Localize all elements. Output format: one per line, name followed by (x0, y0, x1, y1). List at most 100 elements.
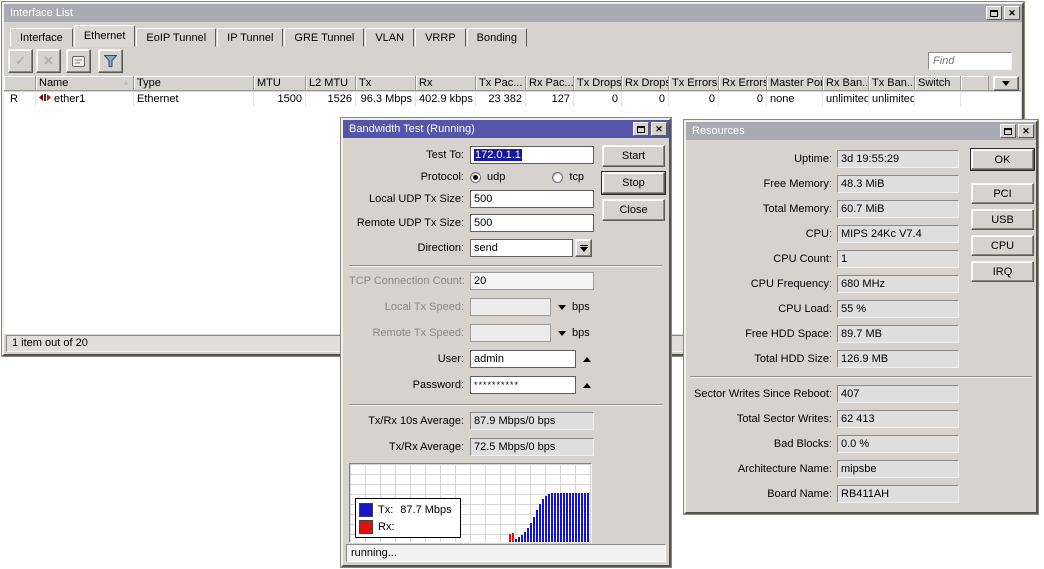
direction-select[interactable]: send (470, 239, 573, 257)
row-rx: 402.9 kbps (416, 92, 476, 107)
sector-writes-reboot-row: Sector Writes Since Reboot: 407 (690, 385, 959, 403)
column-flags[interactable] (4, 76, 36, 90)
tab-ethernet[interactable]: Ethernet (73, 25, 136, 47)
filter-button[interactable] (98, 49, 123, 73)
close-button[interactable]: ✕ (1018, 124, 1034, 138)
close-icon: ✕ (1008, 7, 1016, 18)
local-udp-tx-size-input[interactable]: 500 (470, 190, 594, 208)
column-name[interactable]: ▲ Name (36, 76, 134, 90)
maximize-button[interactable] (633, 122, 649, 136)
architecture-name-field: mipsbe (837, 460, 959, 478)
column-tx-drops[interactable]: Tx Drops (574, 76, 622, 90)
resources-titlebar[interactable]: Resources ✕ (686, 122, 1036, 140)
table-row[interactable]: R ether1 Ethernet 1500 1526 96.3 Mbps 40… (4, 92, 1021, 107)
usb-button[interactable]: USB (971, 209, 1034, 230)
column-tx-errors[interactable]: Tx Errors (669, 76, 719, 90)
legend-rx: Rx: (359, 518, 452, 535)
column-tx-bandwidth[interactable]: Tx Ban... (869, 76, 915, 90)
cpu-count-row: CPU Count: 1 (690, 250, 959, 268)
collapse-icon[interactable] (583, 356, 591, 362)
column-rx-drops[interactable]: Rx Drops (622, 76, 669, 90)
maximize-button[interactable] (1000, 124, 1016, 138)
direction-dropdown-button[interactable] (575, 239, 592, 257)
enable-button[interactable]: ✓ (8, 49, 33, 73)
stop-button[interactable]: Stop (602, 172, 665, 194)
bad-blocks-field: 0.0 % (837, 435, 959, 453)
dropdown-icon[interactable] (558, 330, 566, 336)
cpu-field: MIPS 24Kc V7.4 (837, 225, 959, 243)
tab-vlan[interactable]: VLAN (365, 28, 415, 47)
close-button[interactable]: ✕ (1004, 6, 1020, 20)
protocol-tcp-radio[interactable] (552, 171, 564, 183)
test-to-input[interactable]: 172.0.1.1 (470, 146, 594, 164)
protocol-udp-radio[interactable] (470, 171, 481, 183)
column-rx-bandwidth[interactable]: Rx Ban... (823, 76, 869, 90)
interface-toolbar: ✓ ✕ (4, 47, 1022, 76)
tab-interface[interactable]: Interface (10, 28, 73, 47)
bandwidth-test-titlebar[interactable]: Bandwidth Test (Running) ✕ (343, 120, 669, 138)
txrx-average-row: Tx/Rx Average: 72.5 Mbps/0 bps (349, 438, 594, 456)
column-l2mtu[interactable]: L2 MTU (306, 76, 356, 90)
chevron-down-icon (1002, 81, 1010, 86)
txrx-10s-average-row: Tx/Rx 10s Average: 87.9 Mbps/0 bps (349, 412, 594, 430)
bt-chart-bars (509, 466, 590, 542)
comment-button[interactable] (66, 49, 91, 73)
start-button[interactable]: Start (602, 145, 665, 167)
total-sector-writes-field: 62 413 (837, 410, 959, 428)
collapse-icon[interactable] (583, 382, 591, 388)
total-hdd-row: Total HDD Size: 126.9 MB (690, 350, 959, 368)
tab-ip-tunnel[interactable]: IP Tunnel (217, 28, 284, 47)
sector-writes-reboot-field: 407 (837, 385, 959, 403)
ok-button[interactable]: OK (971, 149, 1034, 170)
remote-udp-tx-size-input[interactable]: 500 (470, 214, 594, 232)
column-mtu[interactable]: MTU (254, 76, 306, 90)
column-selector-button[interactable] (993, 76, 1019, 91)
column-type[interactable]: Type (134, 76, 254, 90)
dropdown-icon[interactable] (558, 304, 566, 310)
pci-button[interactable]: PCI (971, 183, 1034, 204)
column-master-port[interactable]: Master Port (767, 76, 823, 90)
row-rx-packet: 127 (526, 92, 574, 107)
legend-tx: Tx: 87.7 Mbps (359, 501, 452, 518)
row-switch (915, 92, 961, 107)
cpu-row: CPU: MIPS 24Kc V7.4 (690, 225, 959, 243)
column-rx-packet[interactable]: Rx Pac... (526, 76, 574, 90)
close-icon: ✕ (655, 123, 663, 134)
row-master-port: none (767, 92, 823, 107)
free-memory-row: Free Memory: 48.3 MiB (690, 175, 959, 193)
tab-gre-tunnel[interactable]: GRE Tunnel (284, 28, 365, 47)
column-rx[interactable]: Rx (416, 76, 476, 90)
password-input[interactable]: ********** (470, 376, 576, 394)
check-icon: ✓ (15, 53, 26, 68)
remote-udp-tx-size-row: Remote UDP Tx Size: 500 (349, 214, 594, 232)
find-input[interactable] (929, 53, 1011, 69)
disable-button[interactable]: ✕ (36, 49, 61, 73)
tab-bonding[interactable]: Bonding (466, 28, 528, 47)
column-tx-packet[interactable]: Tx Pac... (476, 76, 526, 90)
column-switch[interactable]: Switch (915, 76, 961, 90)
tab-vrrp[interactable]: VRRP (415, 28, 466, 47)
row-rx-drops: 0 (622, 92, 669, 107)
interface-list-titlebar[interactable]: Interface List ✕ (4, 4, 1022, 22)
protocol-row: Protocol: udp tcp (420, 171, 585, 183)
column-tx[interactable]: Tx (356, 76, 416, 90)
row-rx-errors: 0 (719, 92, 767, 107)
close-dialog-button[interactable]: Close (602, 199, 665, 221)
cpu-load-row: CPU Load: 55 % (690, 300, 959, 318)
row-mtu: 1500 (254, 92, 306, 107)
row-rx-bandwidth: unlimited (823, 92, 869, 107)
tab-eoip-tunnel[interactable]: EoIP Tunnel (136, 28, 217, 47)
tcp-connection-count-input: 20 (470, 272, 594, 290)
user-input[interactable]: admin (470, 350, 576, 368)
close-button[interactable]: ✕ (651, 122, 667, 136)
txrx-average-field: 72.5 Mbps/0 bps (470, 438, 594, 456)
cpu-button[interactable]: CPU (971, 235, 1034, 256)
x-icon: ✕ (43, 53, 54, 68)
local-tx-speed-row: Local Tx Speed: bps (349, 298, 590, 316)
maximize-button[interactable] (986, 6, 1002, 20)
free-hdd-row: Free HDD Space: 89.7 MB (690, 325, 959, 343)
separator (349, 265, 663, 267)
tcp-connection-count-row: TCP Connection Count: 20 (349, 272, 594, 290)
column-rx-errors[interactable]: Rx Errors (719, 76, 767, 90)
irq-button[interactable]: IRQ (971, 261, 1034, 282)
